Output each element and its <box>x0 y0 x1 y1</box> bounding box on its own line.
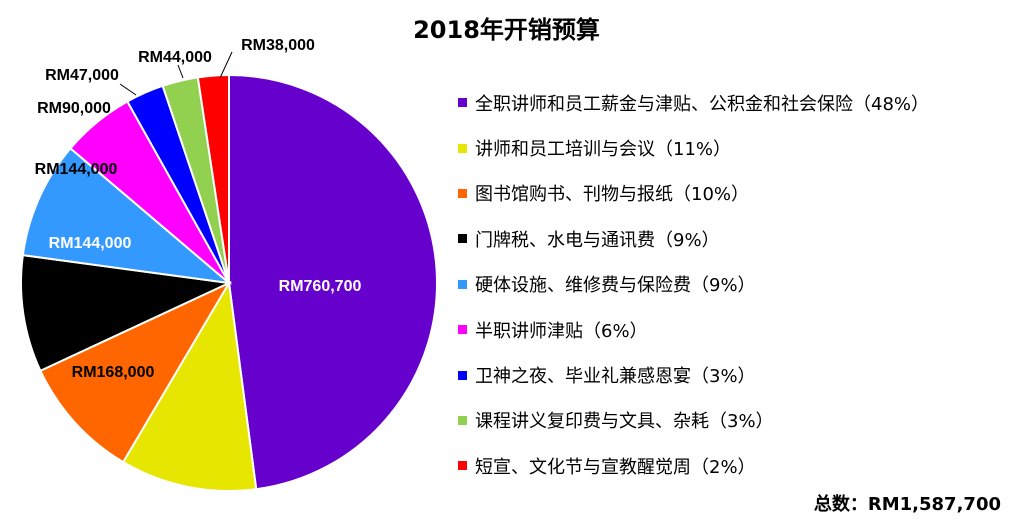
data-label: RM90,000 <box>37 100 111 117</box>
pie-slice <box>39 280 232 464</box>
legend-label: 图书馆购书、刊物与报纸（10%） <box>475 184 750 206</box>
total-label: 总数：RM1,587,700 <box>813 494 1001 515</box>
data-label: RM47,000 <box>45 67 119 84</box>
legend-item: 门牌税、水电与通讯费（9%） <box>458 216 929 261</box>
legend-label: 讲师和员工培训与会议（11%） <box>475 139 732 161</box>
legend-label: 门牌税、水电与通讯费（9%） <box>475 229 720 251</box>
legend-label: 短宣、文化节与宣教醒觉周（2%） <box>475 456 756 478</box>
data-label: RM144,000 <box>35 161 118 178</box>
legend: 全职讲师和员工薪金与津贴、公积金和社会保险（48%） 讲师和员工培训与会议（11%… <box>458 80 929 489</box>
legend-item: 短宣、文化节与宣教醒觉周（2%） <box>458 443 929 488</box>
pie-slice <box>228 73 438 491</box>
data-label: RM44,000 <box>138 49 212 66</box>
legend-item: 卫神之夜、毕业礼兼感恩宴（3%） <box>458 352 929 397</box>
pie-slice <box>196 73 230 284</box>
legend-swatch <box>458 370 467 380</box>
legend-item: 课程讲义复印费与文具、杂耗（3%） <box>458 398 929 443</box>
legend-label: 课程讲义复印费与文具、杂耗（3%） <box>475 411 774 433</box>
legend-label: 硬体设施、维修费与保险费（9%） <box>475 275 756 297</box>
pie-slice <box>21 146 233 285</box>
leader-line <box>177 64 184 79</box>
legend-swatch <box>458 188 467 198</box>
pie-slice <box>20 254 233 373</box>
legend-swatch <box>458 325 467 335</box>
chart-title: 2018年开销预算 <box>413 16 600 44</box>
data-label: RM144,000 <box>49 235 132 252</box>
legend-item: 讲师和员工培训与会议（11%） <box>458 125 929 170</box>
legend-swatch <box>458 461 467 471</box>
legend-label: 半职讲师津贴（6%） <box>475 320 648 342</box>
pie-slice <box>121 279 258 492</box>
legend-swatch <box>458 279 467 289</box>
legend-swatch <box>458 415 467 425</box>
legend-item: 硬体设施、维修费与保险费（9%） <box>458 262 929 307</box>
legend-swatch <box>458 234 467 244</box>
leader-line <box>119 83 137 96</box>
data-label: RM168,000 <box>72 364 155 381</box>
data-label: RM38,000 <box>241 37 315 54</box>
legend-label: 卫神之夜、毕业礼兼感恩宴（3%） <box>475 366 756 388</box>
data-label: RM760,700 <box>279 278 362 295</box>
legend-swatch <box>458 98 467 108</box>
data-label: RM152,000 <box>50 288 133 305</box>
leader-line <box>219 51 233 79</box>
legend-item: 全职讲师和员工薪金与津贴、公积金和社会保险（48%） <box>458 80 929 125</box>
legend-item: 半职讲师津贴（6%） <box>458 307 929 352</box>
legend-label: 全职讲师和员工薪金与津贴、公积金和社会保险（48%） <box>475 93 930 115</box>
legend-item: 图书馆购书、刊物与报纸（10%） <box>458 171 929 216</box>
legend-swatch <box>458 143 467 153</box>
